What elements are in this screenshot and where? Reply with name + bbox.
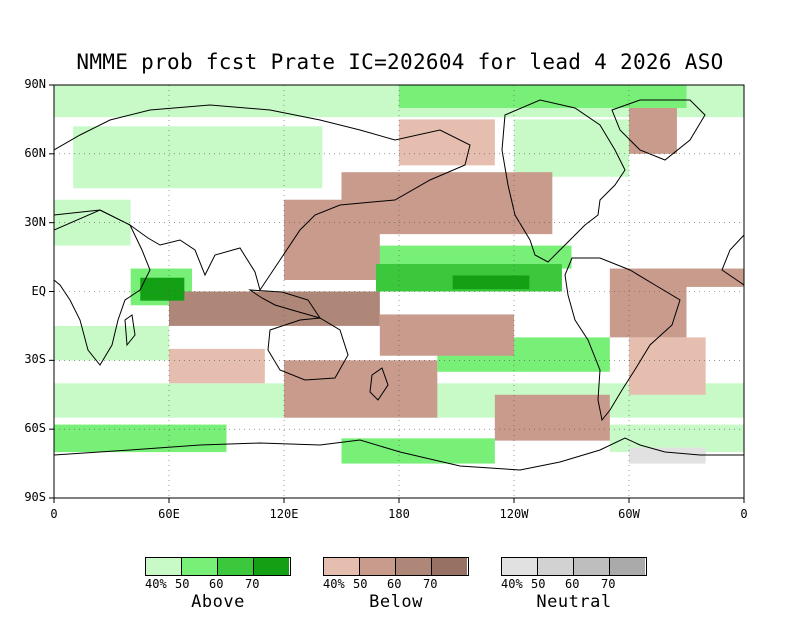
legend-tick-label: 60 bbox=[209, 577, 224, 591]
legend-neutral: 40% 50 60 70 Neutral bbox=[501, 557, 647, 612]
shading-region-below bbox=[494, 394, 610, 441]
shading-region-above bbox=[452, 275, 530, 290]
legend-tick-label: 40% bbox=[501, 577, 523, 591]
legend-title: Neutral bbox=[536, 592, 612, 612]
legend-swatch bbox=[146, 558, 182, 575]
lon-tick-label: 60E bbox=[158, 507, 180, 521]
legend-swatch bbox=[360, 558, 396, 575]
legend-tick-label: 60 bbox=[565, 577, 580, 591]
shading-region-below bbox=[169, 348, 265, 384]
new-zealand-outline bbox=[369, 367, 389, 401]
shading-region-below bbox=[379, 314, 514, 356]
legend-tick-label: 40% bbox=[323, 577, 345, 591]
africa-outline bbox=[54, 209, 151, 366]
shading-region-above bbox=[341, 245, 572, 269]
legend-swatch bbox=[538, 558, 574, 575]
shading-region-below bbox=[341, 172, 553, 235]
shading-region-above bbox=[54, 325, 169, 361]
legend-tick-label: 70 bbox=[601, 577, 616, 591]
shading-region-above bbox=[514, 119, 629, 177]
legend-tick-label: 70 bbox=[245, 577, 260, 591]
lat-tick-label: 60N bbox=[24, 145, 46, 160]
continent-outlines bbox=[54, 99, 744, 471]
legend-swatch bbox=[182, 558, 218, 575]
north-america-outline bbox=[501, 99, 626, 263]
madagascar-outline bbox=[124, 314, 136, 347]
shading-region-above bbox=[54, 199, 131, 246]
shading-region-below bbox=[629, 107, 677, 154]
legend-tick-label: 50 bbox=[531, 577, 546, 591]
shading-region-below bbox=[284, 360, 438, 418]
lon-tick-label: 120W bbox=[499, 507, 529, 521]
indonesia-outline bbox=[248, 289, 322, 319]
legend-swatch bbox=[574, 558, 610, 575]
antarctica-outline bbox=[54, 437, 744, 471]
legend-swatch bbox=[218, 558, 254, 575]
shading-region-above bbox=[73, 126, 323, 189]
lon-tick-label: 120E bbox=[269, 507, 299, 521]
legend-tick-label: 60 bbox=[387, 577, 402, 591]
map-title: NMME prob fcst Prate IC=202604 for lead … bbox=[76, 50, 724, 74]
shading-region-above bbox=[341, 438, 495, 464]
shading-region-above bbox=[140, 277, 185, 301]
legend-swatch bbox=[324, 558, 360, 575]
shading-region-neutral bbox=[629, 447, 706, 464]
lat-tick-label: 30N bbox=[24, 214, 46, 229]
shading-region-above bbox=[54, 424, 227, 453]
lon-tick-label: 0 bbox=[50, 507, 58, 521]
shading-region-below bbox=[399, 119, 495, 166]
legend-title: Above bbox=[191, 592, 245, 612]
lon-tick-label: 180 bbox=[388, 507, 410, 521]
shading-region-below bbox=[667, 268, 744, 287]
lon-tick-label: 60W bbox=[618, 507, 640, 521]
shading-region-above bbox=[399, 85, 687, 108]
lat-tick-label: EQ bbox=[31, 283, 46, 298]
legend-tick-label: 50 bbox=[353, 577, 368, 591]
legend-swatch bbox=[396, 558, 432, 575]
lon-tick-label: 0 bbox=[740, 507, 748, 521]
eurasia-outline bbox=[54, 104, 471, 292]
graticule bbox=[54, 85, 744, 498]
probability-shading bbox=[54, 85, 744, 464]
south-america-outline bbox=[564, 257, 681, 422]
lat-tick-label: 30S bbox=[24, 352, 46, 367]
lat-tick-label: 90N bbox=[24, 77, 46, 91]
australia-outline bbox=[267, 317, 349, 381]
legend-swatch bbox=[432, 558, 467, 575]
legend-tick-label: 70 bbox=[423, 577, 438, 591]
legend-tick-label: 50 bbox=[175, 577, 190, 591]
africa-outline-west bbox=[721, 234, 744, 286]
legend-swatch bbox=[610, 558, 645, 575]
shading-region-below bbox=[169, 291, 380, 326]
legend-above: 40% 50 60 70 Above bbox=[145, 557, 291, 612]
axis-ticks bbox=[49, 84, 745, 503]
shading-region-below bbox=[629, 337, 706, 395]
legend-tick-label: 40% bbox=[145, 577, 167, 591]
legend-swatch bbox=[502, 558, 538, 575]
legend-below: 40% 50 60 70 Below bbox=[323, 557, 469, 612]
lat-tick-label: 90S bbox=[24, 490, 46, 504]
legend-swatch bbox=[254, 558, 289, 575]
greenland-outline bbox=[611, 99, 706, 161]
legend-title: Below bbox=[369, 592, 423, 612]
lat-tick-label: 60S bbox=[24, 421, 46, 436]
